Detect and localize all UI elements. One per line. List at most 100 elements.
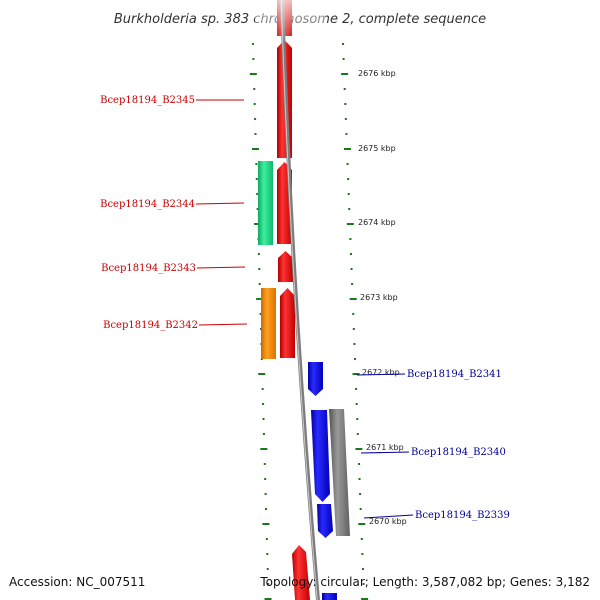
tick-label: 2670 kbp (369, 517, 407, 526)
right-tick-mark (357, 463, 360, 465)
gene-label-leader (360, 451, 410, 454)
gene-arrow-bottom-partial[interactable] (292, 545, 310, 600)
right-tick-mark (351, 283, 354, 285)
right-tick-track (341, 43, 369, 600)
left-tick-mark (262, 433, 265, 435)
gene-label[interactable]: Bcep18194_B2343 (101, 263, 196, 274)
right-tick-mark (346, 223, 354, 225)
left-tick-mark (253, 88, 256, 90)
left-tick-mark (254, 118, 257, 120)
left-tick-mark (266, 553, 269, 555)
right-tick-mark (359, 508, 362, 510)
right-tick-mark (361, 598, 369, 600)
right-tick-mark (349, 298, 357, 300)
gene-label[interactable]: Bcep18194_B2344 (100, 199, 195, 210)
left-tick-mark (262, 403, 265, 405)
gene-label-leader (356, 373, 406, 376)
left-tick-mark (252, 43, 254, 45)
right-tick-mark (342, 43, 344, 45)
right-tick-mark (343, 148, 351, 150)
feature-orange[interactable] (261, 288, 276, 359)
left-tick-mark (256, 208, 259, 210)
tick-labels: 2676 kbp 2675 kbp 2674 kbp 2673 kbp 2672 kbp… (358, 69, 407, 526)
right-tick-mark (343, 88, 346, 90)
right-tick-mark (360, 538, 363, 540)
accession-text: Accession: NC_007511 (9, 575, 145, 589)
left-tick-mark (265, 508, 268, 510)
left-tick-mark (267, 583, 270, 585)
right-tick-mark (358, 523, 366, 525)
gene-label-leader (363, 514, 414, 519)
tick-label: 2675 kbp (358, 144, 396, 153)
left-tick-mark (264, 493, 267, 495)
right-tick-mark (352, 313, 355, 315)
right-tick-mark (350, 268, 353, 270)
tick-label: 2671 kbp (366, 443, 404, 452)
left-tick-mark (255, 163, 258, 165)
chromosome-backbone (280, 0, 320, 600)
right-tick-mark (355, 388, 358, 390)
topology-text: Topology: circular; Length: 3,587,082 bp… (259, 575, 590, 589)
gene-labels: Bcep18194_B2345 Bcep18194_B2344 Bcep18194_… (100, 95, 510, 521)
left-tick-mark (258, 373, 266, 375)
right-tick-mark (348, 208, 351, 210)
gene-label[interactable]: Bcep18194_B2341 (407, 369, 502, 380)
right-tick-mark (353, 358, 356, 360)
left-tick-mark (265, 538, 268, 540)
gene-arrow-b2343[interactable] (278, 251, 293, 282)
left-tick-mark (253, 103, 256, 105)
right-tick-mark (349, 238, 352, 240)
gene-label[interactable]: Bcep18194_B2342 (103, 320, 198, 331)
left-tick-mark (262, 418, 265, 420)
left-tick-mark (254, 223, 262, 225)
right-tick-mark (349, 253, 352, 255)
gene-arrow-b2341[interactable] (308, 362, 323, 396)
right-tick-mark (356, 418, 359, 420)
left-tick-mark (251, 148, 259, 150)
left-tick-mark (264, 598, 272, 600)
left-tick-mark (259, 328, 262, 330)
left-tick-mark (260, 448, 268, 450)
right-tick-mark (358, 478, 361, 480)
gene-arrow-b2340[interactable] (311, 410, 330, 502)
left-tick-mark (255, 178, 258, 180)
left-tick-track (249, 43, 272, 600)
right-tick-mark (356, 433, 359, 435)
left-tick-mark (256, 193, 259, 195)
gene-label[interactable]: Bcep18194_B2339 (415, 510, 510, 521)
right-tick-mark (341, 73, 349, 75)
left-tick-mark (257, 253, 260, 255)
left-tick-mark (261, 388, 264, 390)
feature-green[interactable] (258, 161, 273, 245)
gene-arrow-b2339[interactable] (317, 504, 333, 538)
gene-label-leader (196, 266, 246, 269)
gene-label-leader (195, 202, 245, 205)
tick-label: 2673 kbp (360, 293, 398, 302)
gene-label[interactable]: Bcep18194_B2345 (100, 95, 195, 106)
left-tick-mark (254, 133, 257, 135)
gene-label-leader (198, 323, 248, 326)
tick-label: 2674 kbp (358, 218, 396, 227)
right-tick-mark (344, 118, 347, 120)
right-tick-mark (353, 343, 356, 345)
right-tick-mark (347, 178, 350, 180)
left-tick-mark (258, 268, 261, 270)
gene-arrow-b2342[interactable] (280, 288, 295, 358)
tick-label: 2676 kbp (358, 69, 396, 78)
right-tick-mark (355, 403, 358, 405)
right-tick-mark (344, 103, 347, 105)
gene-arrow-bottom-blue-partial[interactable] (322, 593, 337, 600)
left-tick-mark (252, 58, 255, 60)
left-tick-mark (256, 298, 264, 300)
right-tick-mark (352, 328, 355, 330)
left-tick-mark (249, 73, 257, 75)
gene-label[interactable]: Bcep18194_B2340 (411, 447, 506, 458)
tick-label: 2672 kbp (362, 368, 400, 377)
right-tick-mark (352, 373, 360, 375)
right-tick-mark (346, 163, 349, 165)
feature-gray[interactable] (329, 409, 350, 536)
left-tick-mark (262, 523, 270, 525)
right-tick-mark (347, 193, 350, 195)
right-tick-mark (345, 133, 348, 135)
left-tick-mark (264, 478, 267, 480)
